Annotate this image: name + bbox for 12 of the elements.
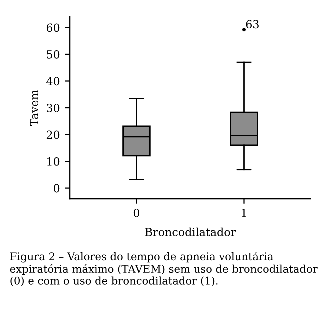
text: Figura 2 – Valores do tempo de apneia voluntária expiratória máximo (TAVEM) sem uso de broncodilatador (0) e com o uso de broncodilatador (1). bbox=[10, 252, 318, 286]
x-tick-label: 1 bbox=[242, 208, 246, 218]
y-tick-label: 0 bbox=[54, 184, 60, 193]
y-tick-label: 20 bbox=[46, 130, 60, 140]
y-axis-title: Tavem bbox=[30, 90, 39, 126]
y-tick-label: 30 bbox=[47, 104, 60, 112]
y-tick-label: 10 bbox=[48, 158, 60, 166]
y-tick-label: 40 bbox=[46, 77, 60, 86]
annotation: 63 bbox=[246, 20, 259, 29]
x-axis-title: Broncodilatador bbox=[145, 228, 236, 236]
y-tick-label: 60 bbox=[46, 24, 60, 32]
y-tick-label: 50 bbox=[47, 50, 60, 59]
